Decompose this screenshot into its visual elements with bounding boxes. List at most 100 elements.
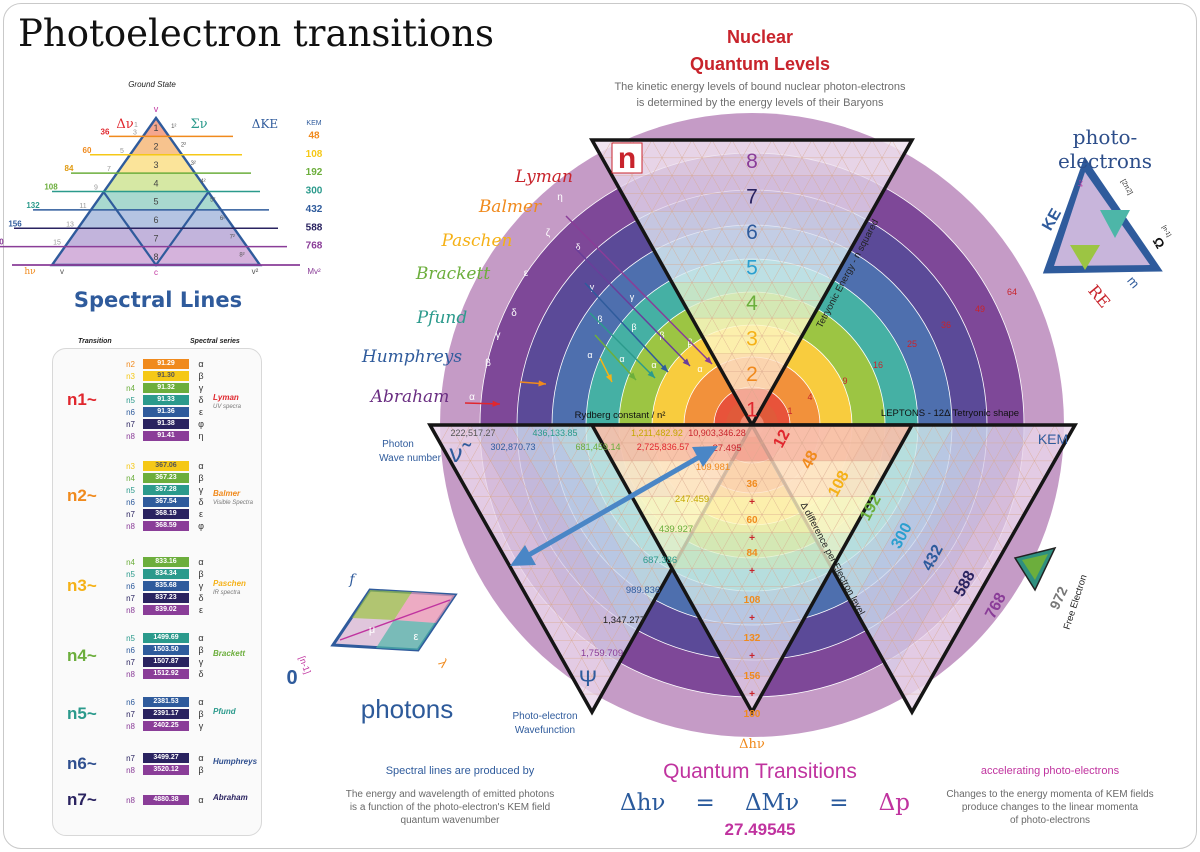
top-triangle-outline	[589, 138, 915, 429]
photons-quadrant	[376, 620, 436, 650]
delta-column-plus: +	[749, 651, 755, 662]
spectral-row-greek: ε	[198, 605, 203, 615]
spectral-row-wavelength: 368.19	[143, 509, 189, 519]
wave-number-inner: 1,347.277	[603, 615, 645, 626]
transition-header: Transition	[78, 338, 112, 345]
spectral-lines-panel: n1~ n2 91.29 α n3 91.30 β n4 91.32 γ n5 91.33 δ n6 91.…	[52, 348, 262, 836]
wave-number-second: 302,870.73	[490, 442, 535, 452]
wave-number-inner: 109.981	[696, 462, 730, 473]
spectral-row-greek: β	[198, 569, 204, 579]
spectral-row-level: n5	[126, 396, 135, 405]
spectral-row-level: n7	[126, 594, 135, 603]
right-triangle-grid	[953, 424, 1015, 533]
eq-equals-1: =	[695, 790, 715, 816]
psi-label: Ψ	[579, 666, 597, 691]
wave-number-inner: 439.927	[659, 524, 693, 535]
spectral-row-greek: δ	[198, 395, 204, 405]
ground-state-bottom-mv2: Mv²	[307, 267, 321, 276]
right-triangle-grid	[841, 424, 934, 587]
ground-state-square-value: 7²	[230, 234, 235, 240]
spectral-lines-title: Spectral Lines	[73, 288, 243, 312]
spectral-row-wavelength: 835.68	[143, 581, 189, 591]
ring-square-value: 16	[873, 360, 883, 370]
series-arrow	[584, 282, 669, 373]
delta-column-plus: +	[749, 566, 755, 577]
spectral-row-level: n3	[126, 372, 135, 381]
spectral-produced-title: Spectral lines are produced by	[385, 765, 535, 777]
ground-state-index-value: 13	[66, 221, 74, 228]
top-triangle-grid	[741, 139, 893, 408]
delta-column-plus: +	[749, 497, 755, 508]
inner-greek-letter: α	[651, 360, 656, 370]
spectral-row-level: n4	[126, 474, 135, 483]
ground-state-square-value: 1²	[171, 124, 176, 130]
inner-greek-letter: γ	[630, 292, 635, 302]
eq-delta-p: Δp	[878, 790, 910, 816]
spectral-row-greek: α	[198, 557, 204, 567]
bottom-triangle-grid	[611, 424, 763, 695]
spectral-row-greek: β	[198, 709, 204, 719]
spectral-row-wavelength: 91.41	[143, 431, 189, 441]
wave-number-inner: 1,759.709	[581, 648, 623, 659]
spectral-row-greek: γ	[198, 485, 204, 495]
spectral-series-note: IR spectra	[213, 590, 241, 596]
inner-greek-letter: α	[697, 364, 702, 374]
top-triangle-grid	[891, 139, 903, 158]
top-triangle-grid	[641, 139, 693, 230]
right-triangle-grid	[1034, 424, 1055, 461]
top-triangle-grid	[701, 139, 813, 337]
ground-state-square-value: 8²	[239, 253, 244, 259]
spectral-series-name: Brackett	[213, 649, 246, 658]
spectral-row-wavelength: 1499.69	[143, 633, 189, 643]
ground-state-kem-value: 48	[308, 130, 320, 141]
ground-state-square-value: 2²	[181, 142, 186, 148]
top-triangle-grid	[651, 139, 713, 247]
spectral-row-greek: η	[198, 431, 204, 441]
series-arrow	[565, 215, 713, 365]
delta-column-value: 180	[744, 709, 761, 720]
accelerating-body: Changes to the energy momenta of KEM fie…	[925, 788, 1175, 827]
wave-arrowhead	[692, 446, 718, 467]
bottom-triangle-grid	[691, 424, 803, 623]
spectral-row-greek: φ	[198, 419, 204, 429]
spectral-row: n8 839.02 ε	[111, 605, 261, 616]
photons-lambda: λ	[436, 656, 452, 671]
nuclear-title-line-1: Nuclear	[726, 27, 794, 47]
spectral-group-label: n6~	[67, 754, 97, 773]
spectral-row: n8 1512.92 δ	[111, 669, 261, 680]
accelerating-title: accelerating photo-electrons	[980, 765, 1120, 777]
delta-column-value: 108	[744, 595, 761, 606]
spectral-row-level: n7	[126, 754, 135, 763]
spectral-row-level: n7	[126, 420, 135, 429]
bottom-triangle-grid	[721, 424, 853, 659]
nuclear-subtitle-line-2: is determined by the energy levels of th…	[636, 97, 884, 109]
series-arrow	[574, 247, 691, 367]
spectral-row-greek: δ	[198, 497, 204, 507]
spectral-row-wavelength: 2402.25	[143, 721, 189, 731]
series-arrowhead	[492, 400, 500, 407]
spectral-row-wavelength: 4880.38	[143, 795, 189, 805]
eq-delta-mv: ΔMν	[744, 790, 800, 816]
top-triangle-grid	[711, 139, 833, 354]
ground-state-delta-value: 84	[65, 164, 74, 173]
wave-number-top: 1,211,482.92	[631, 428, 683, 438]
spectral-row-greek: δ	[198, 593, 204, 603]
ground-state-hnu: hν	[24, 267, 35, 277]
series-arrowhead	[660, 364, 668, 372]
spectral-row-level: n6	[126, 646, 135, 655]
spectral-row-wavelength: 91.38	[143, 419, 189, 429]
photo-electrons-title: photo-electrons	[1057, 125, 1153, 173]
nuclear-title: Nuclear Quantum Levels	[660, 24, 860, 78]
photons-title: photons	[360, 694, 454, 724]
spectral-group-label: n2~	[67, 486, 97, 505]
series-label-balmer: Balmer	[478, 197, 542, 217]
bottom-triangle-grid	[851, 424, 883, 479]
ground-state-delta-nu: Δν	[116, 117, 133, 132]
spectral-row-level: n6	[126, 408, 135, 417]
photons-f: f	[348, 572, 357, 588]
accelerating-line-3: of photo-electrons	[1009, 815, 1091, 826]
wave-number-inner: 687.386	[643, 555, 677, 566]
bottom-triangle-grid	[641, 424, 693, 515]
